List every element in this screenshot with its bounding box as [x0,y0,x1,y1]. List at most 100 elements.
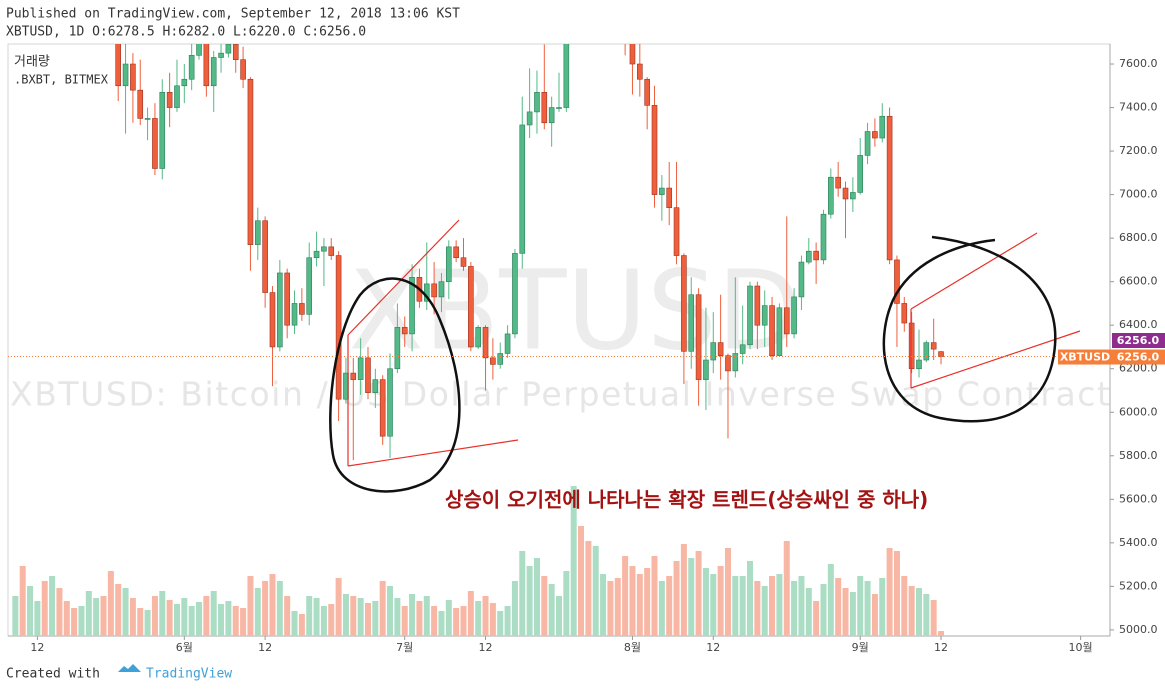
volume-layer [12,486,945,636]
ma-tag: 6256.0 [1117,334,1160,347]
circle-drawing [882,235,1057,423]
volume-bar [218,604,225,636]
volume-bar [710,574,717,636]
volume-bar [210,591,217,636]
candle-body [130,63,136,91]
candle-body [379,379,386,437]
volume-bar [827,564,834,636]
volume-bar [541,576,548,636]
candle-body [791,296,797,335]
candle-body [210,57,217,87]
volume-bar [203,596,210,636]
ma-tag-box [1112,333,1165,348]
volume-bar [159,591,166,636]
candle-body [504,333,511,354]
volume-bar [372,601,379,636]
volume-bar [578,526,585,636]
candle-body [247,78,254,245]
last-price-box [1112,349,1165,365]
watermark-subtitle: XBTUSD: Bitcoin / US Dollar Perpetual In… [10,375,1110,414]
candle-body [872,131,878,139]
candle-body [475,327,481,348]
volume-bar [262,581,269,636]
volume-bar [379,581,386,636]
volume-bar [115,584,122,636]
volume-bar [34,601,41,636]
candle-body [828,176,834,215]
volume-bar [122,588,129,636]
candle-body [717,342,724,356]
volume-bar [783,541,790,636]
candle-body [681,255,687,352]
volume-bar [747,561,754,636]
volume-bar [938,631,945,636]
volume-bar [19,566,26,636]
volume-bar [636,574,643,636]
candle-body [284,272,290,326]
volume-bar [871,594,878,636]
candle-body [445,246,452,282]
volume-bar [423,596,430,636]
volume-bar [475,601,482,636]
volume-bar [651,556,658,636]
candle-body [761,305,768,326]
volume-bar [41,581,48,636]
volume-bar [798,576,805,636]
candle-body [122,63,129,87]
candle-body [512,253,518,335]
volume-bar [276,581,283,636]
candle-body [269,292,276,348]
volume-bar [357,598,364,636]
volume-bar [254,588,261,636]
candle-body [262,220,268,293]
candle-body [203,44,210,87]
candle-body [401,327,408,335]
candle-body [908,322,915,370]
candle-body [673,207,680,256]
drawings [347,219,1081,467]
volume-bar [923,594,930,636]
y-tick-label: 7000.0 [1119,188,1158,201]
candle-body [357,357,364,380]
volume-bar [49,576,56,636]
y-tick-label: 6800.0 [1119,231,1158,244]
volume-bar [269,574,276,636]
volume-bar [225,601,232,636]
volume-bar [129,598,136,636]
candle-body [695,294,702,380]
candle-body [497,353,504,365]
candle-body [563,44,570,108]
volume-bar [306,596,313,636]
x-tick-label: 12 [258,641,272,654]
volume-bar [791,581,798,636]
hand-circles [329,235,1057,493]
volume-bar [849,592,856,636]
candle-body [805,250,812,263]
candle-body [842,187,849,200]
y-tick-label: 5400.0 [1119,536,1158,549]
candle-body [776,307,783,356]
candle-body [938,351,944,357]
candle-body [159,92,166,169]
volume-bar [864,581,871,636]
trend-line [347,439,519,467]
volume-bar [820,584,827,636]
volume-bar [284,596,291,636]
volume-bar [570,486,577,636]
symbol-line: XBTUSD, 1D O:6278.5 H:6282.0 L:6220.0 C:… [6,25,366,40]
volume-bar [144,610,151,636]
candle-body [548,107,555,124]
volume-bar [137,608,144,636]
created-with: Created with [6,667,100,682]
y-tick-label: 5600.0 [1119,492,1158,505]
y-tick-label: 5000.0 [1119,623,1158,636]
volume-bar [467,591,474,636]
candle-body [651,105,658,195]
candle-body [482,327,489,359]
candle-body [328,246,335,256]
volume-bar [556,596,562,636]
volume-bar [666,576,673,636]
candle-body [188,55,195,80]
volume-bar [813,601,820,636]
volume-bar [298,614,305,636]
